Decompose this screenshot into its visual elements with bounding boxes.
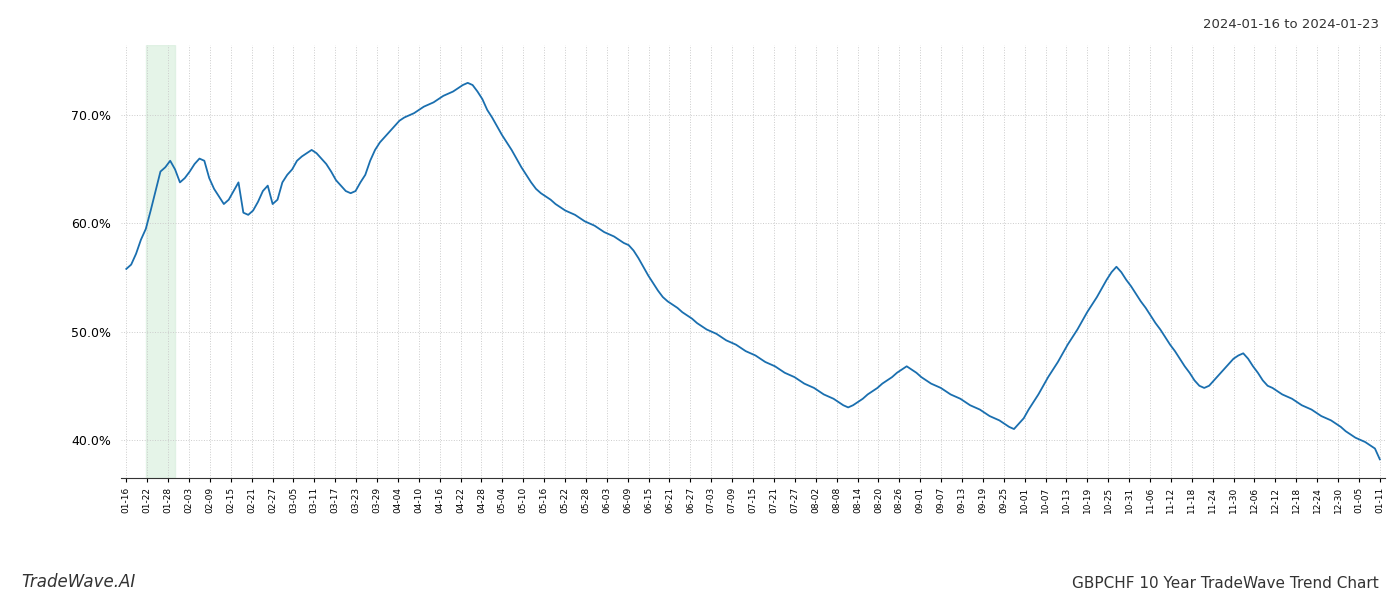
Text: 2024-01-16 to 2024-01-23: 2024-01-16 to 2024-01-23 [1203, 18, 1379, 31]
Text: GBPCHF 10 Year TradeWave Trend Chart: GBPCHF 10 Year TradeWave Trend Chart [1072, 576, 1379, 591]
Text: TradeWave.AI: TradeWave.AI [21, 573, 136, 591]
Bar [146, 45, 175, 478]
